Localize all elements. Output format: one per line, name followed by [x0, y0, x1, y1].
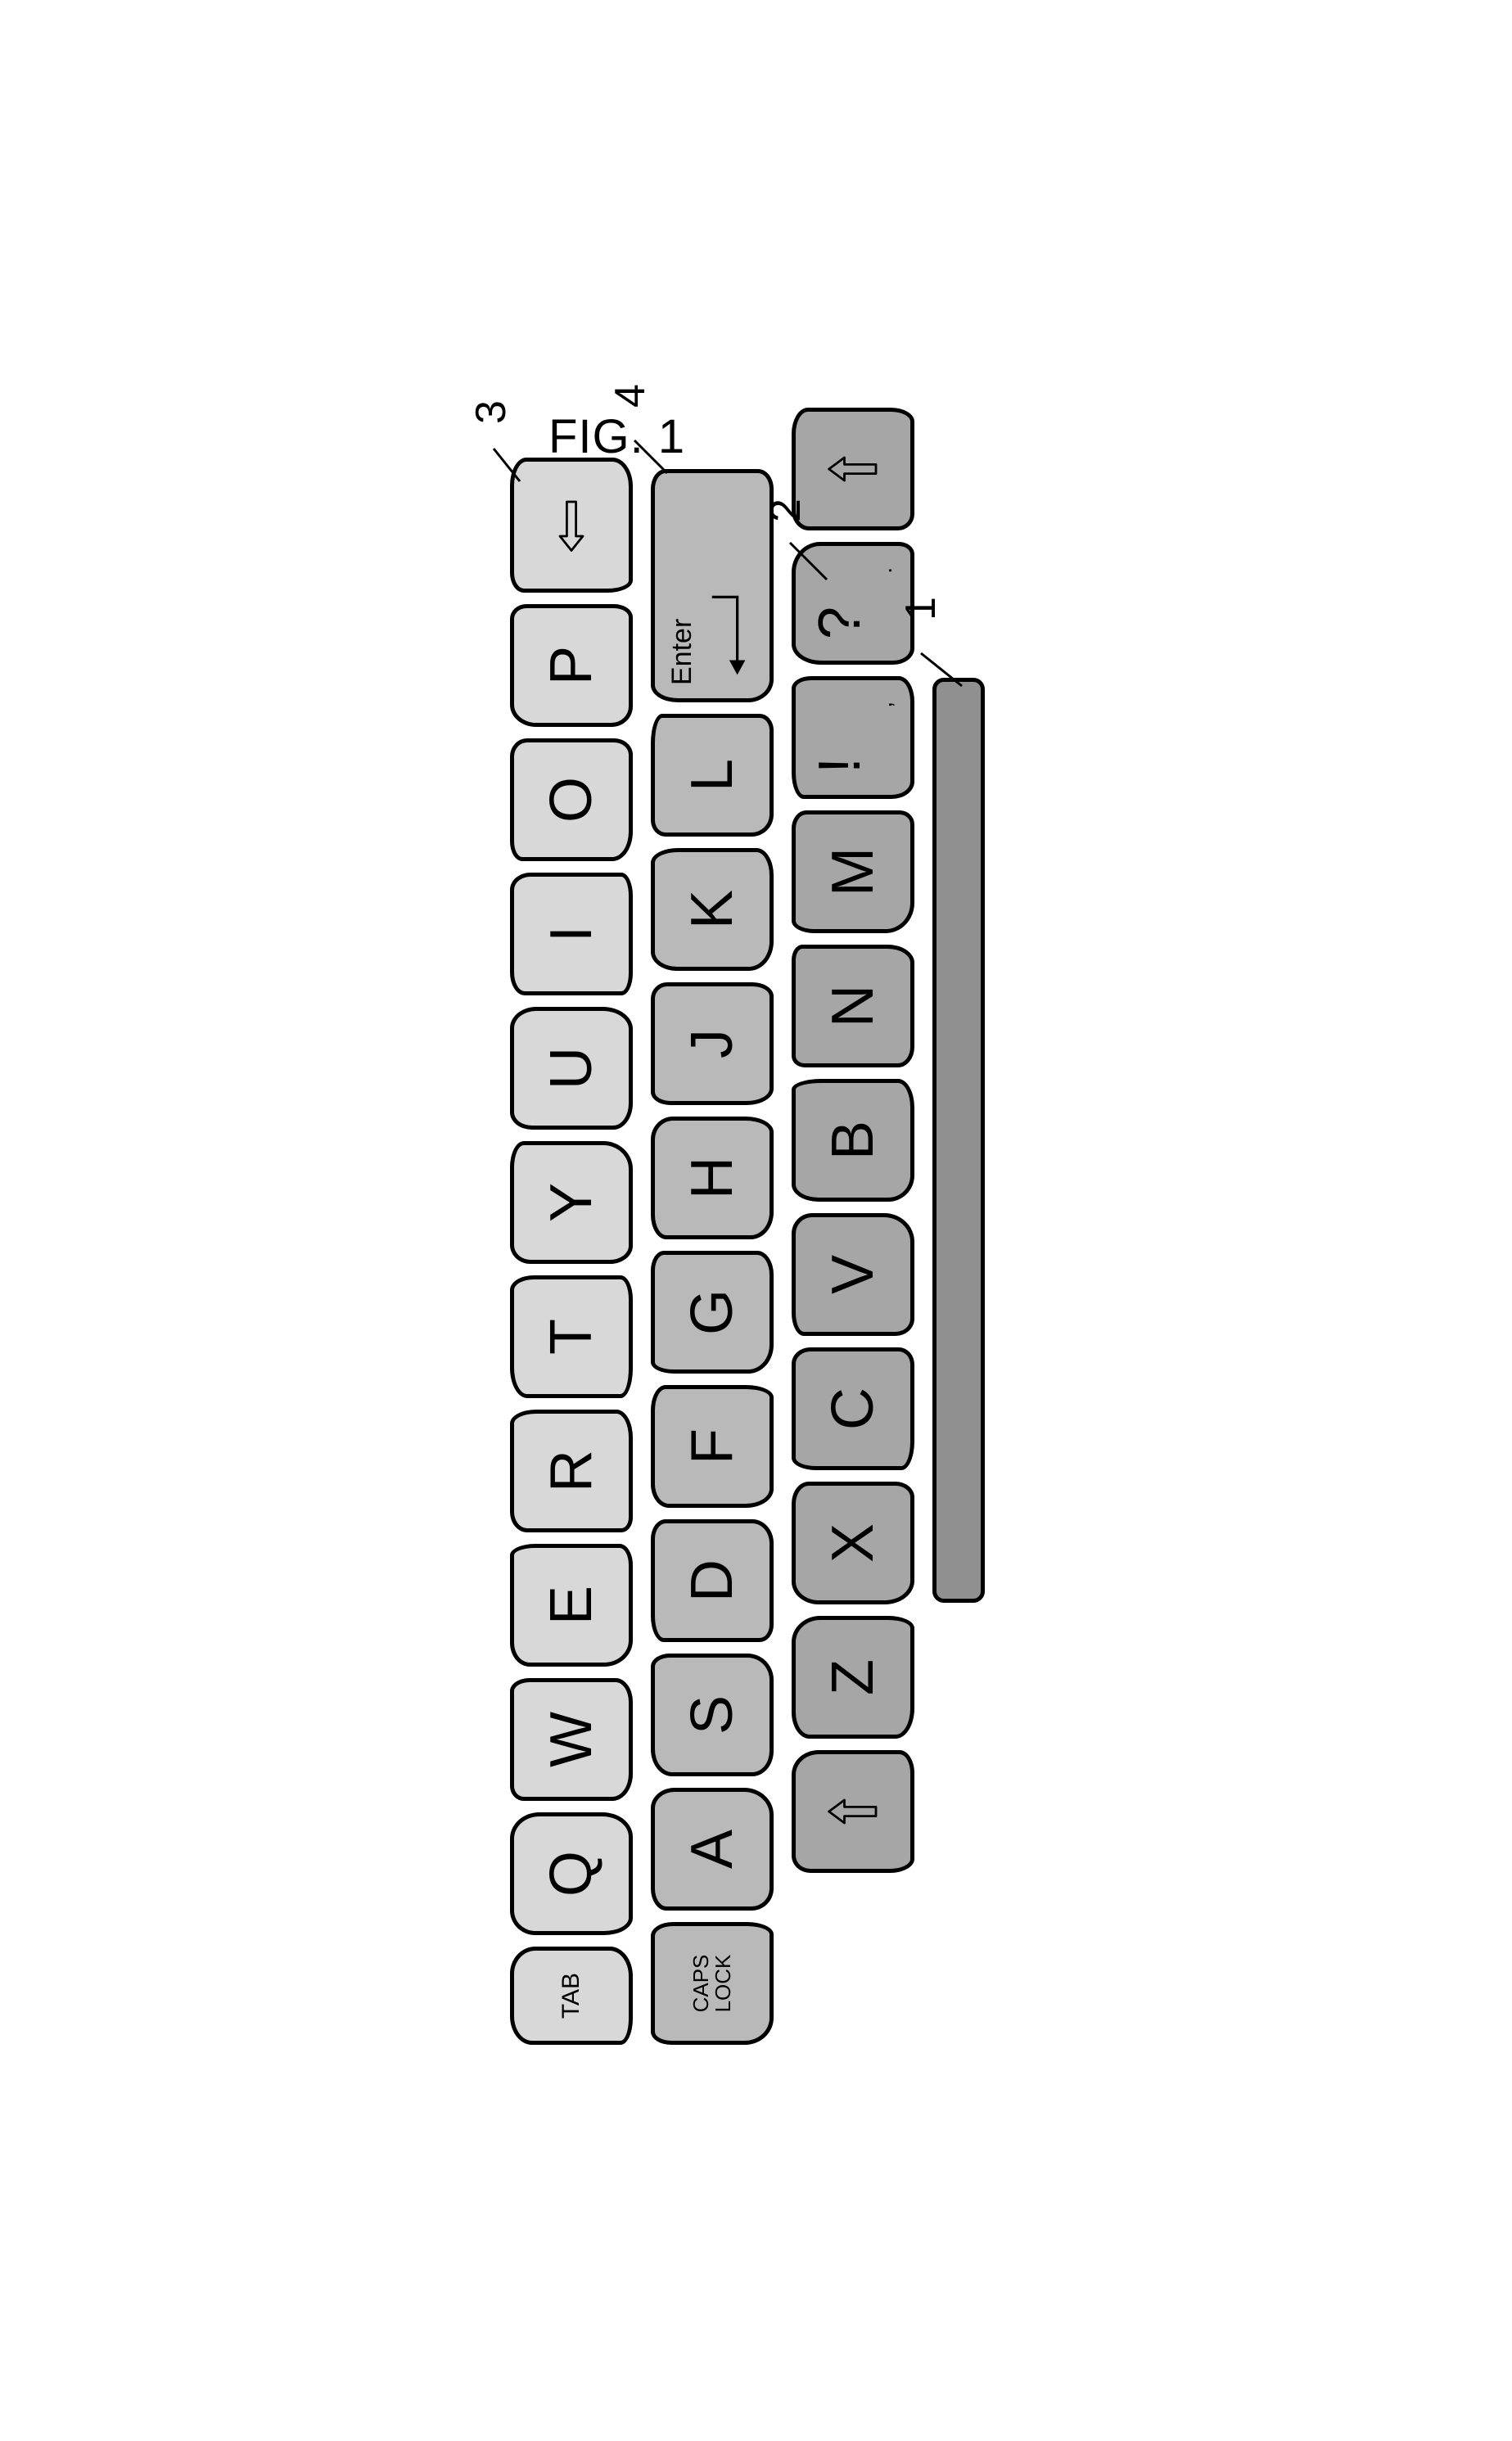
key-u[interactable]: U	[510, 1007, 633, 1130]
callout-3: 3	[467, 400, 516, 424]
callout-4: 4	[606, 384, 655, 408]
key-k[interactable]: K	[651, 848, 774, 971]
key-i[interactable]: I	[510, 873, 633, 995]
key-backspace[interactable]	[510, 458, 633, 593]
key-label: S	[683, 1695, 742, 1735]
key-label: F	[683, 1428, 742, 1464]
key-d[interactable]: D	[651, 1519, 774, 1642]
key-c[interactable]: C	[792, 1347, 914, 1470]
key-enter[interactable]: Enter	[651, 469, 774, 702]
key-label: V	[824, 1255, 882, 1294]
key-label: M	[824, 847, 882, 896]
key-label: T	[542, 1319, 601, 1355]
key-label: J	[683, 1029, 742, 1058]
key-j[interactable]: J	[651, 982, 774, 1105]
key-v[interactable]: V	[792, 1213, 914, 1336]
key-alt-label: ,	[871, 702, 897, 708]
page: F I G. 1 TAB Q W E R T Y U I O P CAPS LOCK A S D F G H J K L En…	[0, 0, 1512, 2441]
key-label: I	[542, 926, 601, 942]
key-alt-label: .	[871, 567, 897, 574]
key-label: B	[824, 1121, 882, 1160]
enter-icon	[704, 580, 757, 687]
key-label: TAB	[558, 1973, 584, 2019]
key-o[interactable]: O	[510, 738, 633, 861]
key-label: CAPS LOCK	[689, 1926, 734, 2041]
key-label: G	[683, 1289, 742, 1335]
enter-glyph	[704, 580, 761, 687]
arrow-up-icon	[824, 1783, 882, 1840]
keyboard-rotated-container: TAB Q W E R T Y U I O P CAPS LOCK A S D F G H J K L Enter Z X C V…	[510, 396, 1003, 2045]
key-b[interactable]: B	[792, 1079, 914, 1202]
key-q[interactable]: Q	[510, 1812, 633, 1935]
key-spacebar[interactable]	[932, 678, 985, 1603]
key-label: !	[810, 757, 869, 774]
key-tab[interactable]: TAB	[510, 1947, 633, 2045]
key-label: P	[542, 646, 601, 685]
key-label: L	[683, 759, 742, 792]
key-label: K	[683, 890, 742, 929]
key-exclaim-comma[interactable]: !,	[792, 676, 914, 799]
key-x[interactable]: X	[792, 1482, 914, 1604]
key-label: U	[542, 1047, 601, 1090]
key-label: N	[824, 985, 882, 1027]
key-label: D	[683, 1559, 742, 1602]
key-shift-left[interactable]	[792, 1750, 914, 1873]
key-h[interactable]: H	[651, 1117, 774, 1239]
callout-2: 2	[761, 499, 810, 522]
callout-line-3	[490, 445, 523, 485]
keyboard: TAB Q W E R T Y U I O P CAPS LOCK A S D F G H J K L Enter Z X C V…	[510, 396, 1003, 2045]
key-label: Enter	[666, 619, 698, 685]
key-label: ?	[810, 607, 869, 639]
key-m[interactable]: M	[792, 810, 914, 933]
arrow-up-icon	[824, 440, 882, 498]
key-label: E	[542, 1586, 601, 1625]
key-label: W	[542, 1712, 601, 1767]
key-l[interactable]: L	[651, 714, 774, 837]
key-label: Z	[824, 1659, 882, 1695]
key-label: A	[683, 1830, 742, 1869]
key-r[interactable]: R	[510, 1410, 633, 1532]
key-label: R	[542, 1450, 601, 1492]
key-s[interactable]: S	[651, 1654, 774, 1776]
key-t[interactable]: T	[510, 1275, 633, 1398]
key-label: Q	[542, 1851, 601, 1897]
key-a[interactable]: A	[651, 1788, 774, 1911]
arrow-left-icon	[543, 497, 600, 554]
callout-line-1	[918, 650, 965, 689]
key-z[interactable]: Z	[792, 1616, 914, 1739]
key-capslock[interactable]: CAPS LOCK	[651, 1922, 774, 2045]
key-label: O	[542, 777, 601, 823]
callout-line-2	[787, 539, 830, 583]
key-n[interactable]: N	[792, 945, 914, 1067]
key-f[interactable]: F	[651, 1385, 774, 1508]
key-y[interactable]: Y	[510, 1141, 633, 1264]
key-label: Y	[542, 1183, 601, 1222]
key-label: H	[683, 1157, 742, 1199]
key-g[interactable]: G	[651, 1251, 774, 1374]
key-label: C	[824, 1387, 882, 1430]
callout-line-4	[631, 437, 670, 476]
key-label: X	[824, 1523, 882, 1563]
key-e[interactable]: E	[510, 1544, 633, 1667]
callout-1: 1	[896, 597, 946, 620]
key-w[interactable]: W	[510, 1678, 633, 1801]
key-p[interactable]: P	[510, 604, 633, 727]
